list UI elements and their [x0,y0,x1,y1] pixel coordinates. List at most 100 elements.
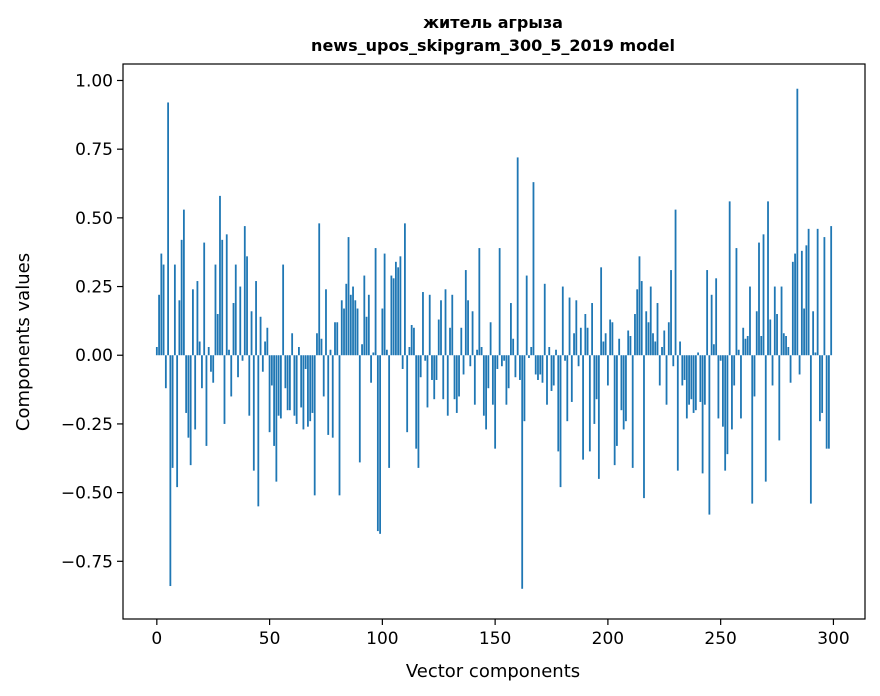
bar-97 [374,248,377,356]
y-tick-label-4: 0.00 [75,346,113,366]
bar-163 [523,355,526,422]
bar-128 [444,289,447,356]
bar-176 [552,355,555,386]
bar-184 [570,355,573,402]
bar-230 [674,209,677,356]
bar-134 [458,355,460,397]
y-tick-label-3: 0.25 [75,278,113,298]
bar-137 [464,270,467,356]
bar-150 [494,355,497,449]
bar-220 [652,333,654,356]
bar-179 [559,355,562,488]
bar-139 [469,355,472,367]
bar-226 [665,355,668,405]
bar-108 [399,256,402,356]
bar-205 [618,338,621,356]
bar-192 [588,355,591,452]
bar-235 [685,355,688,419]
y-axis-ticks: 1.00 0.75 0.50 0.25 0.00 −0.25 −0.50 −0.75 [61,71,123,572]
bar-281 [789,355,792,383]
x-tick-label-250: 250 [704,629,736,649]
bar-172 [543,283,546,356]
bar-183 [568,297,571,356]
bar-86 [349,294,352,356]
bar-47 [261,355,264,372]
bar-43 [252,355,255,471]
bar-78 [331,355,334,438]
bar-4 [164,355,167,389]
bar-218 [647,322,650,356]
bar-266 [755,311,758,356]
bar-250 [719,355,722,361]
bar-58 [286,355,289,411]
bar-131 [451,294,454,356]
bar-132 [453,355,456,400]
bar-14 [187,355,190,438]
y-tick-label-6: −0.50 [61,484,113,504]
bar-167 [532,182,535,356]
bar-42 [250,311,253,356]
bar-72 [318,223,321,356]
bar-286 [800,250,803,356]
bar-75 [325,289,327,356]
bar-28 [219,195,221,356]
bar-277 [780,286,783,356]
bar-117 [419,355,422,378]
bar-231 [676,355,679,471]
bar-196 [597,355,600,479]
bar-11 [180,239,183,356]
bar-210 [629,336,632,356]
bar-219 [649,286,652,356]
bar-255 [731,355,733,430]
bar-39 [243,226,246,356]
bar-240 [697,352,699,356]
bar-29 [221,239,224,356]
bar-35 [234,264,237,356]
bar-173 [546,355,548,405]
bar-149 [491,355,494,405]
bar-143 [478,248,481,356]
bar-30 [223,355,226,424]
bar-208 [625,355,627,422]
bar-89 [356,308,359,356]
bar-76 [327,355,330,435]
bar-209 [627,330,630,356]
bar-153 [500,355,503,367]
bar-244 [706,270,709,356]
bar-152 [498,248,501,356]
bar-24 [210,355,212,372]
bar-195 [595,355,598,400]
bar-110 [404,223,406,356]
bar-215 [640,281,643,356]
bar-251 [722,355,724,427]
bar-245 [708,355,711,515]
x-tick-label-0: 0 [151,629,162,649]
bar-212 [634,314,636,356]
chart-title: житель агрыза [423,13,563,32]
bar-38 [241,355,244,361]
bar-194 [593,355,596,424]
bar-10 [178,300,181,356]
bar-91 [361,344,363,356]
bar-124 [435,355,438,380]
bar-127 [442,355,445,400]
y-tick-label-5: −0.25 [61,415,113,435]
bar-73 [320,338,323,356]
bar-204 [616,355,618,446]
bar-69 [311,355,314,413]
bar-92 [363,275,366,356]
bar-190 [584,314,587,356]
bar-271 [767,201,769,356]
bar-101 [383,253,386,356]
bar-238 [692,355,695,413]
bar-54 [277,355,280,416]
bar-228 [670,270,672,356]
bar-115 [415,355,418,449]
bar-249 [717,355,720,419]
bar-269 [762,234,765,356]
bar-96 [372,352,375,356]
bar-84 [345,283,348,356]
bar-247 [712,344,715,356]
bar-156 [507,355,510,389]
